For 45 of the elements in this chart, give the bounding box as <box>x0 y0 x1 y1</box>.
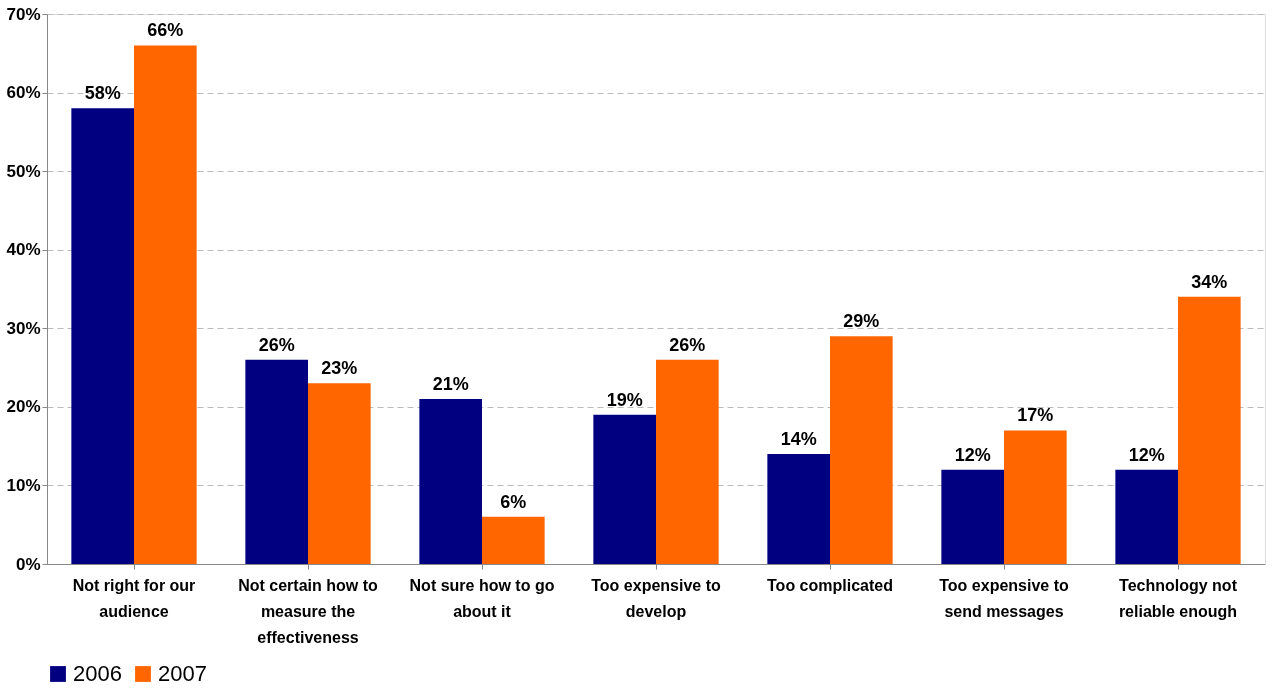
data-label: 29% <box>843 311 880 332</box>
bar <box>308 383 371 564</box>
data-label: 12% <box>954 444 991 465</box>
legend-label: 2006 <box>73 661 122 686</box>
data-label: 14% <box>780 429 817 449</box>
bar <box>134 45 197 564</box>
legend-label: 2007 <box>158 661 207 686</box>
bar <box>656 359 719 564</box>
y-tick-label: 30% <box>6 318 41 338</box>
data-label: 23% <box>321 358 358 379</box>
data-label: 34% <box>1191 271 1228 292</box>
bar <box>1004 430 1067 564</box>
bar <box>941 469 1004 564</box>
data-label: 58% <box>84 83 121 104</box>
bar <box>419 399 482 564</box>
y-tick-label: 60% <box>6 83 41 103</box>
data-label: 21% <box>432 374 469 394</box>
y-tick-label: 10% <box>6 475 41 495</box>
data-label: 12% <box>1128 444 1165 465</box>
bar <box>1178 296 1241 564</box>
data-label: 19% <box>606 389 643 410</box>
y-tick-label: 20% <box>6 397 41 417</box>
x-tick-label: Not certain how to measure the effectiveness <box>238 576 378 646</box>
x-tick-label: Not sure how to go about it <box>409 576 555 620</box>
x-tick-label: Too complicated <box>767 576 893 594</box>
x-tick-label: Technology not reliable enough <box>1118 576 1238 620</box>
y-tick-label: 0% <box>15 554 41 574</box>
y-tick-label: 50% <box>6 161 41 181</box>
x-tick-label: Too expensive to develop <box>591 576 721 620</box>
y-tick-label: 70% <box>6 4 41 24</box>
bar <box>767 454 830 564</box>
y-tick-label: 40% <box>6 240 41 260</box>
bar <box>1115 469 1178 564</box>
data-label: 17% <box>1017 405 1054 426</box>
x-tick-label: Not right for our audience <box>72 576 196 620</box>
bar <box>593 414 656 564</box>
bar <box>482 516 545 564</box>
bar <box>830 336 893 564</box>
bar <box>71 108 134 564</box>
data-label: 26% <box>669 334 706 355</box>
data-label: 66% <box>147 20 184 41</box>
x-tick-label: Too expensive to send messages <box>939 576 1069 620</box>
bar <box>245 359 308 564</box>
data-label: 6% <box>500 491 527 512</box>
data-label: 26% <box>258 334 295 355</box>
